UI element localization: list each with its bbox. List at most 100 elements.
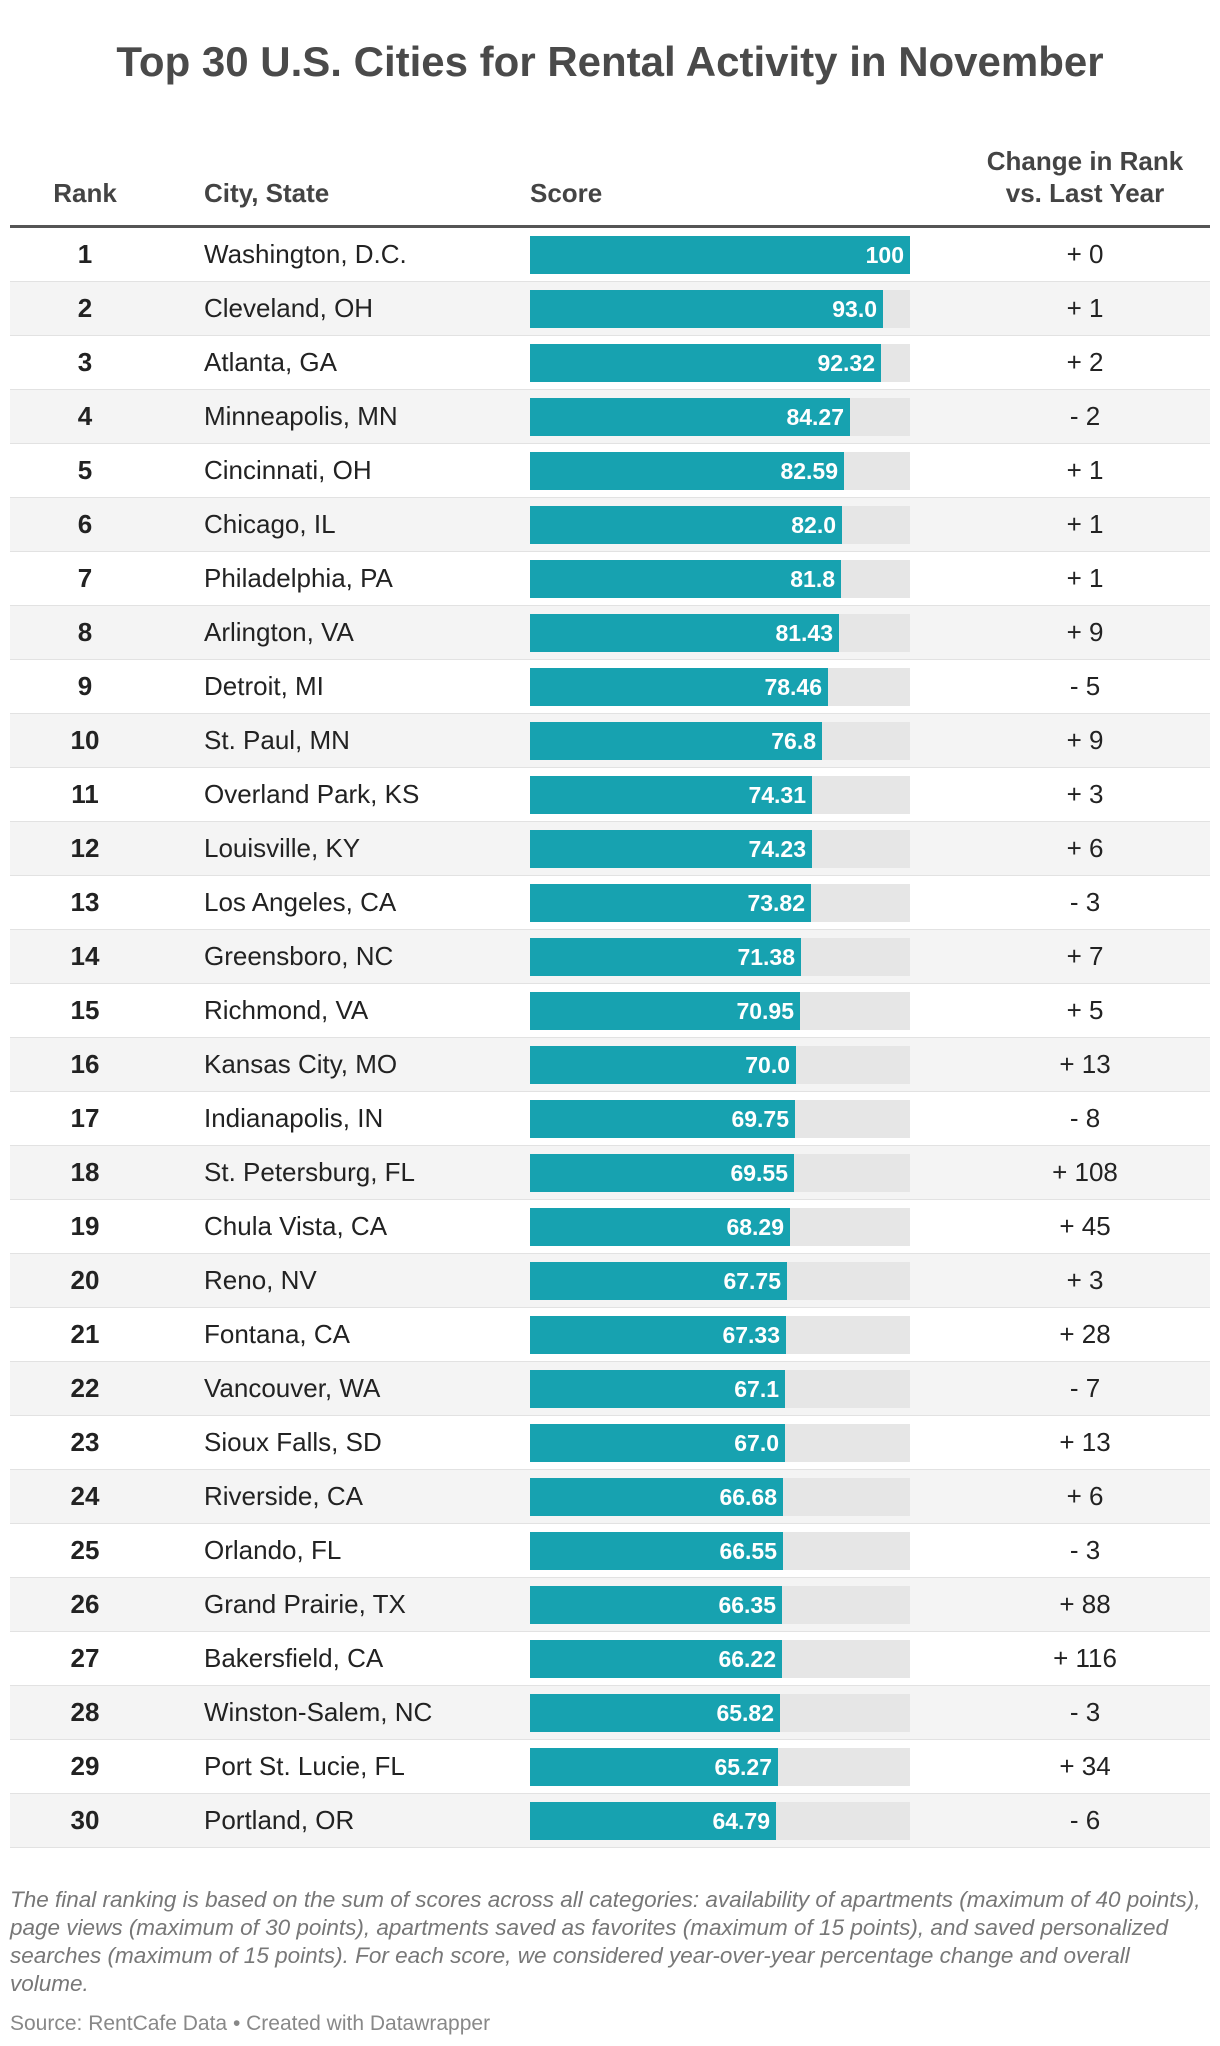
score-label: 74.31 <box>748 782 806 808</box>
city-cell: Bakersfield, CA <box>204 1643 384 1673</box>
score-label: 68.29 <box>726 1214 784 1240</box>
table-row: 6 Chicago, IL 82.0 + 1 <box>10 498 1210 552</box>
table-row: 1 Washington, D.C. 100 + 0 <box>10 228 1210 282</box>
rank-cell: 28 <box>70 1697 100 1727</box>
rank-cell: 7 <box>77 563 93 593</box>
change-cell: + 7 <box>1066 941 1104 971</box>
score-label: 81.8 <box>790 566 835 592</box>
score-bar <box>530 1424 785 1462</box>
change-cell: + 13 <box>1059 1049 1111 1079</box>
score-bar <box>530 722 822 760</box>
header-change-line2: vs. Last Year <box>1005 178 1165 208</box>
score-bar <box>530 452 844 490</box>
table-row: 26 Grand Prairie, TX 66.35 + 88 <box>10 1578 1210 1632</box>
table-row: 27 Bakersfield, CA 66.22 + 116 <box>10 1632 1210 1686</box>
rank-cell: 18 <box>70 1157 100 1187</box>
score-label: 67.1 <box>734 1376 779 1402</box>
rank-cell: 20 <box>70 1265 100 1295</box>
score-bar <box>530 1316 786 1354</box>
score-bar <box>530 1154 794 1192</box>
score-bar-track: 71.38 <box>530 938 910 976</box>
score-bar-track: 84.27 <box>530 398 910 436</box>
table-row: 25 Orlando, FL 66.55 - 3 <box>10 1524 1210 1578</box>
table-row: 28 Winston-Salem, NC 65.82 - 3 <box>10 1686 1210 1740</box>
rank-cell: 24 <box>70 1481 100 1511</box>
table-row: 23 Sioux Falls, SD 67.0 + 13 <box>10 1416 1210 1470</box>
city-cell: Reno, NV <box>204 1265 317 1295</box>
score-bar-track: 68.29 <box>530 1208 910 1246</box>
table-row: 8 Arlington, VA 81.43 + 9 <box>10 606 1210 660</box>
score-label: 71.38 <box>737 944 795 970</box>
score-label: 64.79 <box>712 1808 770 1834</box>
score-label: 74.23 <box>748 836 806 862</box>
city-cell: Kansas City, MO <box>204 1049 398 1079</box>
score-bar-track: 67.75 <box>530 1262 910 1300</box>
score-bar-track: 81.8 <box>530 560 910 598</box>
change-cell: + 9 <box>1066 725 1104 755</box>
city-cell: Chula Vista, CA <box>204 1211 388 1241</box>
score-bar <box>530 1046 796 1084</box>
score-label: 65.27 <box>714 1754 772 1780</box>
score-bar <box>530 1478 783 1516</box>
change-cell: - 8 <box>1069 1103 1101 1133</box>
change-cell: + 13 <box>1059 1427 1111 1457</box>
score-bar-track: 69.55 <box>530 1154 910 1192</box>
score-bar-track: 70.0 <box>530 1046 910 1084</box>
rank-cell: 2 <box>77 293 93 323</box>
score-bar-track: 92.32 <box>530 344 910 382</box>
city-cell: Minneapolis, MN <box>204 401 398 431</box>
score-bar-track: 67.1 <box>530 1370 910 1408</box>
table-row: 12 Louisville, KY 74.23 + 6 <box>10 822 1210 876</box>
rank-cell: 11 <box>71 779 99 809</box>
score-bar-track: 64.79 <box>530 1802 910 1840</box>
score-label: 67.75 <box>723 1268 781 1294</box>
score-label: 76.8 <box>771 728 816 754</box>
change-cell: + 34 <box>1059 1751 1111 1781</box>
score-label: 92.32 <box>817 350 875 376</box>
change-cell: - 3 <box>1069 1535 1101 1565</box>
score-bar-track: 65.82 <box>530 1694 910 1732</box>
table-row: 4 Minneapolis, MN 84.27 - 2 <box>10 390 1210 444</box>
score-bar-track: 66.35 <box>530 1586 910 1624</box>
score-label: 69.75 <box>731 1106 789 1132</box>
change-cell: - 6 <box>1069 1805 1101 1835</box>
score-bar <box>530 398 850 436</box>
score-label: 100 <box>865 242 904 268</box>
rank-cell: 29 <box>70 1751 100 1781</box>
table-row: 18 St. Petersburg, FL 69.55 + 108 <box>10 1146 1210 1200</box>
score-label: 82.0 <box>791 512 836 538</box>
rank-cell: 12 <box>70 833 100 863</box>
score-bar-track: 76.8 <box>530 722 910 760</box>
change-cell: + 6 <box>1066 1481 1104 1511</box>
score-bar <box>530 938 801 976</box>
source-note: Source: RentCafe Data • Created with Dat… <box>10 2012 491 2035</box>
change-cell: + 1 <box>1066 509 1104 539</box>
score-label: 67.33 <box>722 1322 780 1348</box>
table-header: Rank City, State Score Change in Rank vs… <box>10 130 1210 228</box>
score-label: 78.46 <box>764 674 822 700</box>
score-label: 82.59 <box>780 458 838 484</box>
rank-cell: 23 <box>70 1427 100 1457</box>
city-cell: Portland, OR <box>204 1805 355 1835</box>
rank-cell: 25 <box>70 1535 100 1565</box>
city-cell: Port St. Lucie, FL <box>204 1751 405 1781</box>
header-change-line1: Change in Rank <box>986 146 1184 176</box>
score-bar <box>530 344 881 382</box>
table-row: 14 Greensboro, NC 71.38 + 7 <box>10 930 1210 984</box>
score-bar <box>530 776 812 814</box>
score-bar <box>530 830 812 868</box>
city-cell: Philadelphia, PA <box>204 563 393 593</box>
score-label: 67.0 <box>734 1430 779 1456</box>
change-cell: + 5 <box>1066 995 1104 1025</box>
rank-cell: 30 <box>70 1805 100 1835</box>
score-bar <box>530 506 842 544</box>
city-cell: Cincinnati, OH <box>204 455 372 485</box>
score-bar-track: 82.0 <box>530 506 910 544</box>
rank-cell: 15 <box>70 995 100 1025</box>
score-bar-track: 81.43 <box>530 614 910 652</box>
change-cell: + 1 <box>1066 455 1104 485</box>
city-cell: Washington, D.C. <box>204 239 407 269</box>
city-cell: Fontana, CA <box>204 1319 350 1349</box>
header-rank: Rank <box>53 178 117 208</box>
table-row: 20 Reno, NV 67.75 + 3 <box>10 1254 1210 1308</box>
